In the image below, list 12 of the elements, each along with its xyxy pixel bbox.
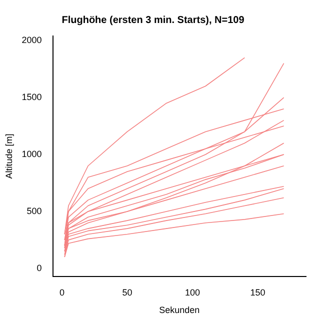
x-tick-label: 100: [184, 287, 200, 298]
x-tick-label: 50: [122, 287, 132, 298]
x-tick-label: 0: [59, 287, 64, 298]
y-axis-title: Altitude [m]: [4, 134, 14, 179]
y-tick-label: 2000: [22, 35, 42, 46]
y-tick-label: 1000: [22, 148, 42, 159]
y-tick-label: 0: [36, 262, 42, 273]
x-tick-label: 150: [250, 287, 266, 298]
chart-title: Flughöhe (ersten 3 min. Starts), N=109: [62, 14, 245, 26]
y-tick-label: 1500: [22, 92, 42, 102]
y-tick-label: 500: [26, 206, 42, 216]
x-axis-title: Sekunden: [159, 305, 200, 316]
